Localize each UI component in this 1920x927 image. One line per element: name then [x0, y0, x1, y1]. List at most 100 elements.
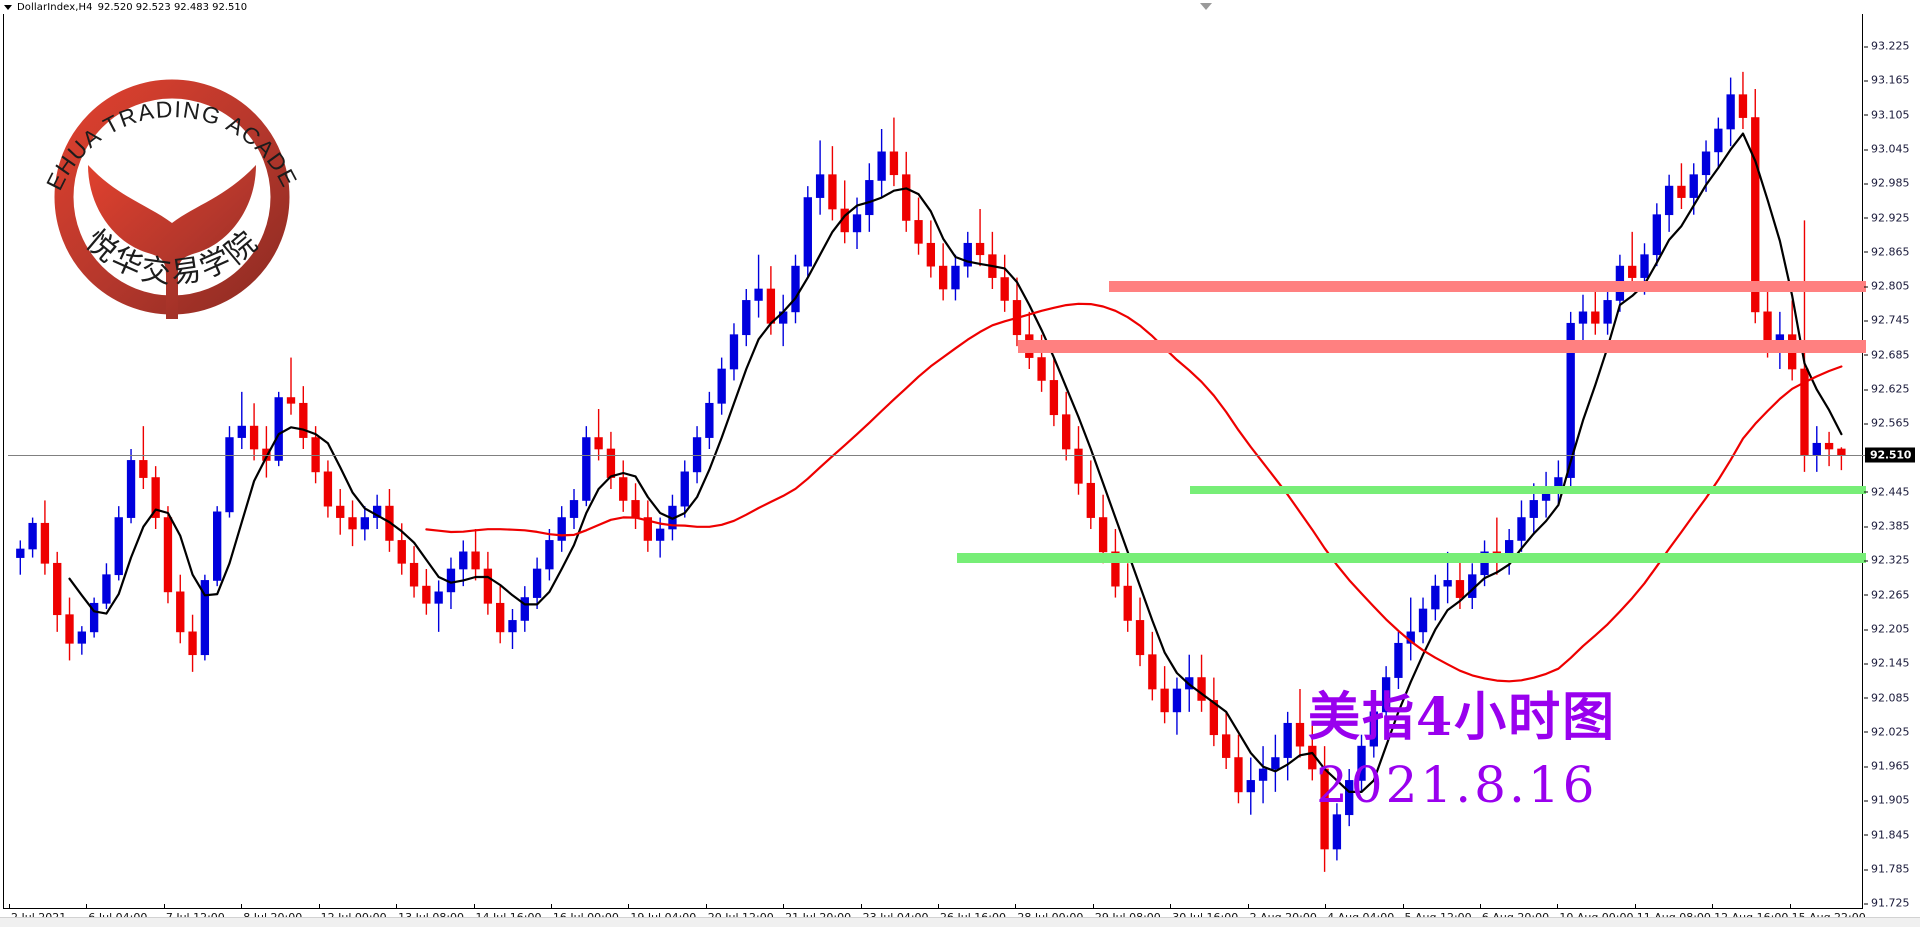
candle — [496, 586, 505, 644]
candle — [249, 403, 259, 461]
candle — [865, 163, 874, 232]
candle — [139, 426, 148, 489]
price-tick: 92.325 — [1864, 554, 1910, 567]
candle — [582, 426, 591, 507]
candle — [520, 586, 529, 632]
candle — [274, 391, 283, 467]
candle — [1714, 117, 1723, 169]
scroll-indicator-icon[interactable] — [1200, 3, 1212, 10]
price-tick: 92.025 — [1864, 725, 1910, 738]
candle — [65, 597, 74, 661]
time-tick-mark — [9, 904, 10, 909]
candle — [459, 540, 468, 587]
candle — [360, 506, 369, 541]
price-tick: 92.445 — [1864, 485, 1910, 498]
candle — [951, 254, 960, 301]
horizontal-scrollbar[interactable] — [0, 917, 1920, 927]
time-tick-mark — [783, 904, 785, 909]
price-tick: 92.745 — [1864, 314, 1910, 327]
candle — [372, 494, 382, 529]
candle — [1824, 431, 1834, 467]
candle — [1135, 597, 1145, 667]
price-tick: 92.685 — [1864, 348, 1910, 361]
time-tick-mark — [1170, 904, 1172, 909]
price-tick: 92.145 — [1864, 657, 1910, 670]
chart-menu-caret-icon[interactable] — [4, 4, 12, 10]
zone-support-upper[interactable] — [1190, 486, 1866, 495]
price-tick: 92.265 — [1864, 588, 1910, 601]
candle — [1369, 700, 1378, 758]
candle — [1591, 289, 1600, 335]
chart-plot-area[interactable]: YUEHUA TRADING ACADEMY 悦华交易学院 美指4小时图 202… — [8, 29, 1866, 909]
annotation-line-1: 美指4小时图 — [1308, 687, 1617, 748]
candle — [151, 466, 160, 529]
candle — [1295, 689, 1305, 758]
candle — [213, 506, 222, 587]
zone-resistance-lower[interactable] — [1018, 339, 1866, 353]
candle — [1418, 597, 1428, 644]
candle — [742, 289, 751, 347]
candle — [114, 506, 123, 581]
time-tick-mark — [1557, 904, 1559, 909]
candle — [225, 426, 234, 518]
time-tick-mark — [1479, 904, 1481, 909]
candle — [434, 580, 443, 632]
price-tick: 92.085 — [1864, 691, 1910, 704]
symbol-label: DollarIndex,H4 — [17, 1, 93, 13]
candle — [471, 529, 480, 581]
candle — [1160, 666, 1169, 724]
candle — [938, 243, 948, 301]
ma-fast-line — [68, 132, 1843, 793]
candle — [619, 460, 628, 512]
price-axis[interactable]: 92.510 93.225 93.165 93.105 93.045 92.985 92.… — [1864, 14, 1920, 910]
candle — [545, 529, 554, 581]
candle — [1271, 734, 1280, 792]
time-tick-mark — [628, 904, 630, 909]
time-tick-mark — [550, 904, 552, 909]
candle — [594, 409, 603, 461]
time-tick-mark — [241, 904, 243, 909]
candle — [631, 483, 640, 529]
price-tick: 93.225 — [1864, 40, 1910, 53]
candle — [889, 117, 899, 187]
chart-title-bar: DollarIndex,H4 92.520 92.523 92.483 92.5… — [0, 0, 1920, 14]
price-tick: 91.785 — [1864, 863, 1910, 876]
ma-slow-line — [425, 302, 1843, 683]
candle — [409, 546, 419, 598]
candle — [926, 220, 936, 278]
candle — [126, 449, 136, 524]
candle — [532, 557, 542, 609]
candle — [1172, 677, 1182, 735]
time-tick-mark — [705, 904, 707, 909]
price-tick: 91.965 — [1864, 760, 1910, 773]
candle — [508, 609, 517, 649]
candle — [163, 506, 173, 604]
candle — [1431, 574, 1440, 621]
zone-support-lower[interactable] — [957, 552, 1866, 563]
candle — [1628, 231, 1637, 289]
time-tick-mark — [860, 904, 862, 909]
candle — [1381, 666, 1391, 724]
candle — [1492, 517, 1502, 575]
price-tick: 92.565 — [1864, 417, 1910, 430]
candle — [286, 357, 296, 415]
candle — [877, 129, 886, 198]
time-tick-mark — [86, 904, 88, 909]
candle — [828, 146, 837, 221]
time-tick-mark — [1789, 904, 1791, 909]
candle — [323, 460, 333, 518]
annotation-line-2: 2021.8.16 — [1316, 755, 1598, 814]
candle — [902, 151, 911, 232]
candle — [1258, 746, 1268, 804]
chart-frame: YUEHUA TRADING ACADEMY 悦华交易学院 美指4小时图 202… — [3, 14, 1866, 909]
candle — [1209, 677, 1219, 747]
zone-resistance-upper[interactable] — [1109, 280, 1866, 292]
price-tick: 92.985 — [1864, 177, 1910, 190]
candle — [1197, 654, 1206, 712]
candle — [1086, 460, 1095, 529]
candle — [299, 386, 308, 449]
last-price-line — [8, 454, 1866, 456]
candle — [1812, 426, 1821, 472]
price-tick: 92.805 — [1864, 280, 1910, 293]
time-tick-mark — [1325, 904, 1327, 909]
